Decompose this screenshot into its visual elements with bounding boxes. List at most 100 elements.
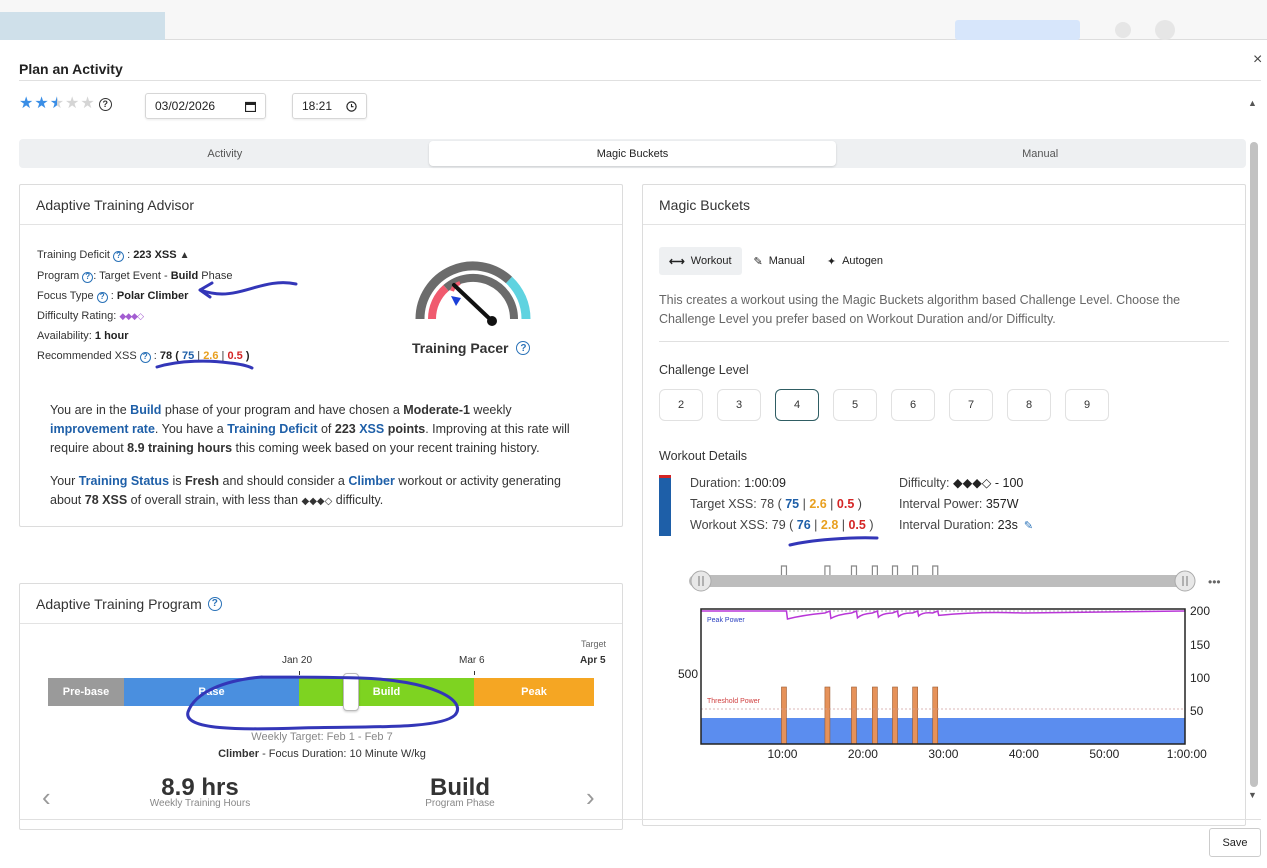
tick-mark xyxy=(299,671,300,675)
divider xyxy=(19,819,1261,820)
range-track-top xyxy=(689,571,1185,575)
availability-value: 1 hour xyxy=(94,330,129,342)
workout-details-title: Workout Details xyxy=(659,449,747,463)
chart-range-track[interactable] xyxy=(689,575,1185,587)
y-right-tick: 150 xyxy=(1190,638,1210,652)
warning-icon: ▲ xyxy=(179,250,190,261)
interval-duration-row: Interval Duration: 23s ✎ xyxy=(899,515,1033,537)
prev-week-chevron-icon[interactable]: ‹ xyxy=(42,782,51,812)
help-icon[interactable]: ? xyxy=(82,271,94,283)
phase-pre-base: Pre-base xyxy=(48,678,124,706)
program-slider-handle[interactable] xyxy=(343,673,359,711)
more-icon[interactable]: ••• xyxy=(1208,575,1221,589)
label: Phase xyxy=(198,270,233,282)
program-phase: Build xyxy=(170,270,199,282)
training-deficit-row: Training Deficit ? : 223 XSS ▲ xyxy=(37,249,190,262)
range-handle-left[interactable] xyxy=(690,570,712,592)
level-button[interactable]: 7 xyxy=(949,389,993,421)
level-button[interactable]: 9 xyxy=(1065,389,1109,421)
tab-magic-buckets[interactable]: Magic Buckets xyxy=(428,141,837,166)
star-icon[interactable]: ★ xyxy=(65,95,80,112)
subtab-autogen[interactable]: ✦ Autogen xyxy=(817,247,893,275)
label: Difficulty Rating: xyxy=(37,310,117,322)
interval-bar xyxy=(872,686,878,745)
help-icon[interactable]: ? xyxy=(96,291,108,303)
help-icon[interactable]: ? xyxy=(516,341,531,355)
calendar-icon[interactable] xyxy=(245,101,256,112)
x-axis-ticks: 10:00 20:00 30:00 40:00 50:00 1:00:00 xyxy=(767,747,1207,761)
mini-interval-mark xyxy=(891,565,899,575)
level-button-selected[interactable]: 4 xyxy=(775,389,819,421)
label: Program xyxy=(37,270,80,282)
level-button[interactable]: 3 xyxy=(717,389,761,421)
time-input[interactable]: 18:21 xyxy=(292,93,367,119)
help-icon[interactable]: ? xyxy=(207,596,222,611)
next-week-chevron-icon[interactable]: › xyxy=(586,782,595,812)
mini-interval-mark xyxy=(871,565,878,575)
edit-icon[interactable]: ✎ xyxy=(1023,520,1034,532)
tab-manual[interactable]: Manual xyxy=(1022,147,1059,160)
scrollbar[interactable] xyxy=(1250,142,1258,787)
level-button[interactable]: 5 xyxy=(833,389,877,421)
bucket-subtabs: ⟷ Workout ✎ Manual ✦ Autogen xyxy=(659,247,893,275)
interval-bars xyxy=(781,686,939,745)
card-title: Adaptive Training Program ? xyxy=(20,584,622,624)
adaptive-training-program-card: Adaptive Training Program ? Jan 20 Mar 6… xyxy=(19,583,623,830)
link-climber[interactable]: Climber xyxy=(348,474,395,488)
scroll-up-arrow-icon[interactable]: ▲ xyxy=(1248,98,1257,108)
save-button[interactable]: Save xyxy=(1209,828,1261,857)
link-training-status[interactable]: Training Status xyxy=(78,474,170,488)
rec-high: 2.6 xyxy=(203,350,219,362)
close-icon[interactable]: × xyxy=(1253,51,1263,68)
level-button[interactable]: 2 xyxy=(659,389,703,421)
training-pacer-gauge xyxy=(415,261,531,326)
range-handle-right[interactable] xyxy=(1174,570,1196,592)
phase-bar: Pre-base Base Build Peak xyxy=(48,678,594,706)
recommended-xss-row: Recommended XSS ? : 78 ( 75 | 2.6 | 0.5 … xyxy=(37,350,250,363)
label: Training Pacer xyxy=(412,340,509,356)
subtab-manual[interactable]: ✎ Manual xyxy=(744,247,815,275)
help-icon[interactable]: ? xyxy=(139,351,151,363)
label: Focus Type xyxy=(37,290,94,302)
help-icon[interactable]: ? xyxy=(113,250,125,262)
tab-activity[interactable]: Activity xyxy=(207,147,243,160)
subtab-workout[interactable]: ⟷ Workout xyxy=(659,247,742,275)
scroll-down-arrow-icon[interactable]: ▼ xyxy=(1248,790,1257,800)
xss-bar-peak xyxy=(659,475,671,478)
level-button[interactable]: 6 xyxy=(891,389,935,421)
difficulty-diamonds: ◆◆◆◇ xyxy=(119,311,144,321)
divider xyxy=(659,341,1229,342)
link-improvement-rate[interactable]: improvement rate xyxy=(50,422,155,436)
half-star-icon[interactable]: ★ xyxy=(49,95,65,112)
peak-power-line xyxy=(701,609,1186,620)
pencil-icon: ✎ xyxy=(753,255,763,268)
background-avatar xyxy=(1155,20,1175,40)
focus-type: Climber xyxy=(218,748,260,760)
level-button[interactable]: 8 xyxy=(1007,389,1051,421)
difficulty-row: Difficulty Rating: ◆◆◆◇ xyxy=(37,306,250,326)
interval-bar xyxy=(932,686,939,745)
star-icon[interactable]: ★ xyxy=(34,95,49,112)
background-icon xyxy=(1115,22,1131,38)
focus-type-row: Focus Type ? : Polar Climber xyxy=(37,290,189,303)
link-training-deficit[interactable]: Training Deficit xyxy=(227,422,318,436)
advisor-paragraph-1: You are in the Build phase of your progr… xyxy=(50,403,570,455)
rec-total: 78 xyxy=(159,350,173,362)
y-right-tick: 200 xyxy=(1190,604,1210,618)
link-xss[interactable]: XSS xyxy=(359,422,385,436)
star-icon[interactable]: ★ xyxy=(80,95,95,112)
bucket-description: This creates a workout using the Magic B… xyxy=(659,293,1181,326)
y-left-tick: 500 xyxy=(678,667,698,681)
label: Manual xyxy=(768,255,805,267)
label: Training Deficit xyxy=(37,249,110,261)
date-input[interactable]: 03/02/2026 xyxy=(145,93,266,119)
rating-stars[interactable]: ★ ★ ★ ★ ★ ? xyxy=(19,96,112,112)
weekly-target: Weekly Target: Feb 1 - Feb 7 xyxy=(251,731,393,743)
clock-icon[interactable] xyxy=(346,100,357,112)
duration-row: Duration: 1:00:09 xyxy=(690,476,786,490)
availability-row: Availability: 1 hour xyxy=(37,326,250,346)
star-icon[interactable]: ★ xyxy=(19,95,34,112)
link-build[interactable]: Build xyxy=(130,403,162,417)
help-icon[interactable]: ? xyxy=(98,97,112,111)
weekly-hours-value: 8.9 hrs xyxy=(161,774,239,801)
